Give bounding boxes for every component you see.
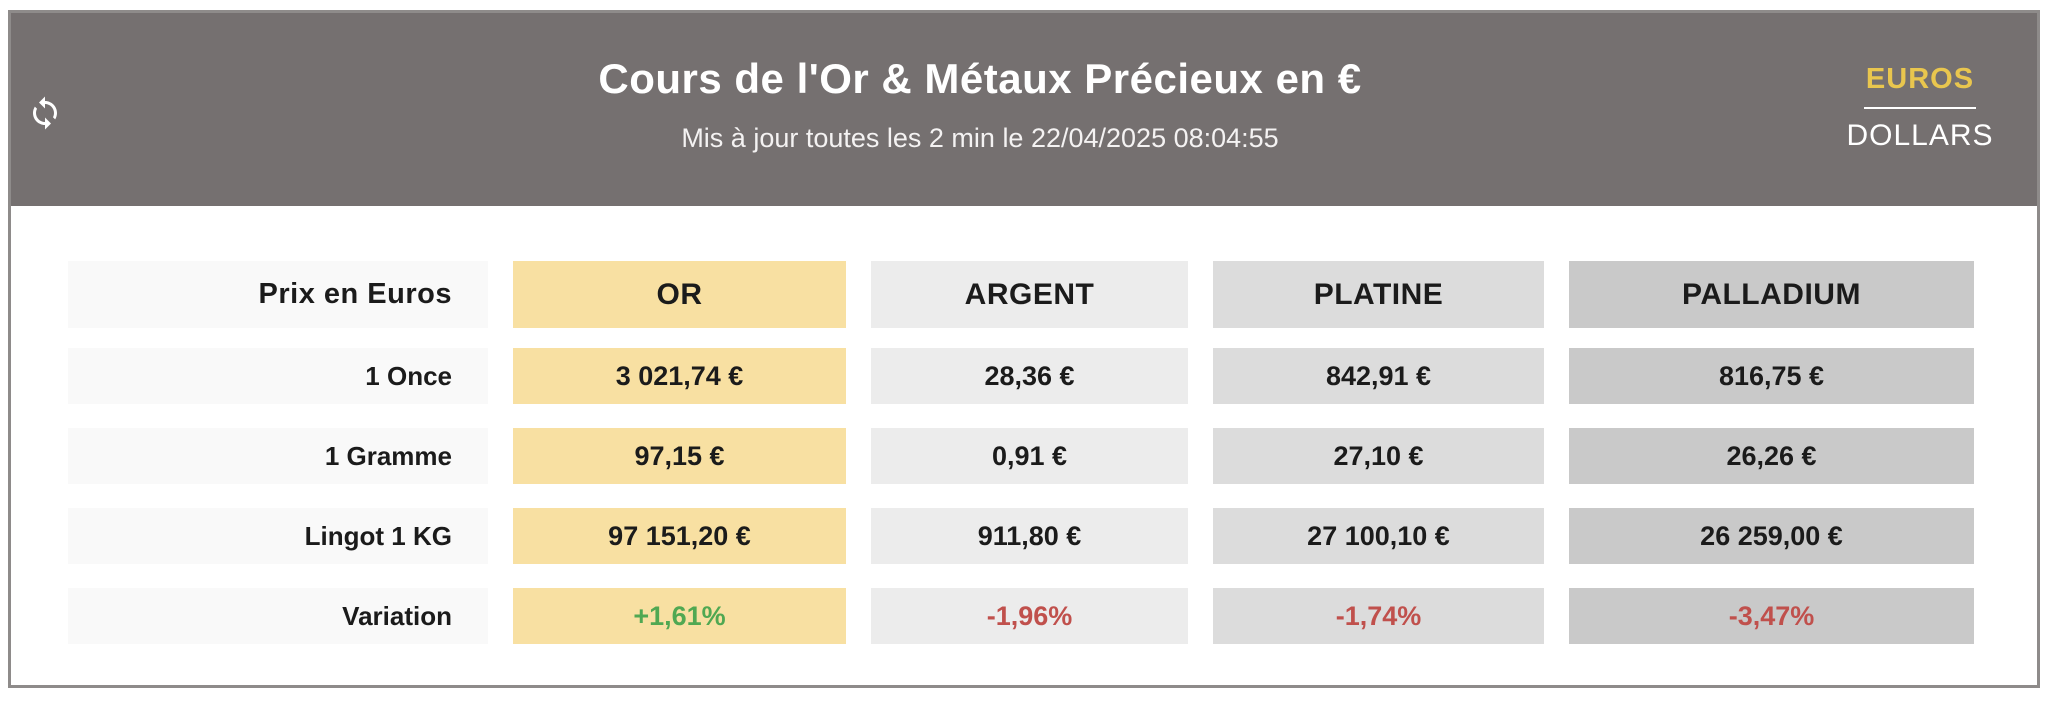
header-bar: Cours de l'Or & Métaux Précieux en € Mis… xyxy=(11,13,2037,206)
row-label-header: Prix en Euros xyxy=(68,261,488,328)
cell-gramme-argent: 0,91 € xyxy=(871,428,1188,484)
row-label-variation: Variation xyxy=(68,588,488,644)
cell-gramme-platine: 27,10 € xyxy=(1213,428,1544,484)
header-titles: Cours de l'Or & Métaux Précieux en € Mis… xyxy=(11,13,2037,154)
table-row-lingot: Lingot 1 KG 97 151,20 € 911,80 € 27 100,… xyxy=(68,508,2037,564)
cell-once-platine: 842,91 € xyxy=(1213,348,1544,404)
refresh-icon xyxy=(27,95,67,131)
cell-variation-or: +1,61% xyxy=(513,588,846,644)
column-header-platine: PLATINE xyxy=(1213,261,1544,328)
cell-lingot-or: 97 151,20 € xyxy=(513,508,846,564)
currency-option-dollars[interactable]: DOLLARS xyxy=(1835,119,2005,153)
cell-once-argent: 28,36 € xyxy=(871,348,1188,404)
column-header-argent: ARGENT xyxy=(871,261,1188,328)
cell-variation-palladium: -3,47% xyxy=(1569,588,1974,644)
cell-once-or: 3 021,74 € xyxy=(513,348,846,404)
cell-lingot-platine: 27 100,10 € xyxy=(1213,508,1544,564)
row-label-gramme: 1 Gramme xyxy=(68,428,488,484)
currency-option-euros[interactable]: EUROS xyxy=(1835,63,2005,96)
row-label-lingot: Lingot 1 KG xyxy=(68,508,488,564)
cell-once-palladium: 816,75 € xyxy=(1569,348,1974,404)
precious-metals-widget: Cours de l'Or & Métaux Précieux en € Mis… xyxy=(8,10,2040,688)
cell-gramme-or: 97,15 € xyxy=(513,428,846,484)
table-row-variation: Variation +1,61% -1,96% -1,74% -3,47% xyxy=(68,588,2037,644)
cell-variation-argent: -1,96% xyxy=(871,588,1188,644)
price-table: Prix en Euros OR ARGENT PLATINE PALLADIU… xyxy=(11,206,2037,644)
table-header-row: Prix en Euros OR ARGENT PLATINE PALLADIU… xyxy=(68,261,2037,328)
cell-lingot-palladium: 26 259,00 € xyxy=(1569,508,1974,564)
refresh-button[interactable] xyxy=(27,93,67,133)
toggle-divider xyxy=(1864,107,1976,109)
table-row-gramme: 1 Gramme 97,15 € 0,91 € 27,10 € 26,26 € xyxy=(68,428,2037,484)
column-header-or: OR xyxy=(513,261,846,328)
update-timestamp: Mis à jour toutes les 2 min le 22/04/202… xyxy=(681,123,1279,153)
currency-toggle: EUROS DOLLARS xyxy=(1835,63,2005,153)
cell-lingot-argent: 911,80 € xyxy=(871,508,1188,564)
cell-variation-platine: -1,74% xyxy=(1213,588,1544,644)
table-row-once: 1 Once 3 021,74 € 28,36 € 842,91 € 816,7… xyxy=(68,348,2037,404)
row-label-once: 1 Once xyxy=(68,348,488,404)
column-header-palladium: PALLADIUM xyxy=(1569,261,1974,328)
cell-gramme-palladium: 26,26 € xyxy=(1569,428,1974,484)
page-title: Cours de l'Or & Métaux Précieux en € xyxy=(598,55,1362,102)
